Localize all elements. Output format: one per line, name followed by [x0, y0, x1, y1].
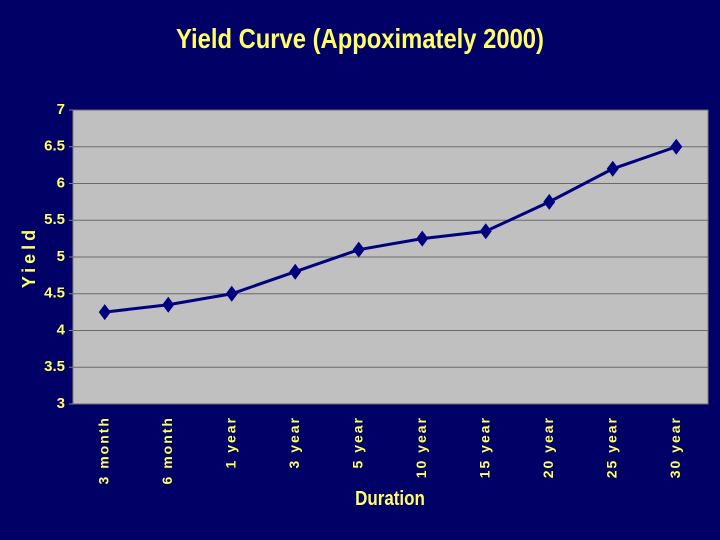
- point-marker: [225, 285, 238, 302]
- y-tick-label: 4: [57, 321, 66, 338]
- y-tick-label: 3: [57, 395, 65, 412]
- point-marker: [479, 223, 492, 240]
- series-line: [104, 145, 677, 314]
- y-tick-label: 4.5: [44, 285, 65, 302]
- x-tick-label: 15 year: [476, 416, 492, 478]
- point-marker: [98, 304, 111, 321]
- point-marker: [352, 241, 365, 258]
- y-tick-label: 5.5: [44, 211, 65, 228]
- y-tick-label: 6: [57, 174, 65, 191]
- point-marker: [416, 230, 429, 247]
- y-tick-label: 7: [57, 101, 65, 118]
- y-tick-label: 6.5: [44, 138, 65, 155]
- y-axis-title: Yield: [19, 226, 39, 288]
- x-tick-label: 25 year: [603, 416, 619, 478]
- y-tick-label: 5: [57, 248, 65, 265]
- plot-layer: 3 3.5 4 4.5 5 5.5 6 6.5 7 3 month 6 month 1 year 3 y…: [44, 101, 708, 484]
- point-marker: [670, 138, 683, 155]
- x-tick-label: 6 month: [159, 416, 175, 484]
- x-tick-label: 10 year: [413, 416, 429, 478]
- point-marker: [289, 263, 302, 280]
- x-axis-title: Duration: [355, 487, 425, 510]
- x-tick-label: 5 year: [349, 416, 365, 468]
- point-marker: [162, 296, 175, 313]
- x-tick-label: 30 year: [667, 416, 683, 478]
- x-tick-label: 3 month: [95, 416, 111, 484]
- x-tick-label: 20 year: [540, 416, 556, 478]
- point-marker: [606, 160, 619, 177]
- x-tick-label: 1 year: [222, 416, 238, 468]
- y-tick-label: 3.5: [44, 358, 65, 375]
- point-marker: [543, 193, 556, 210]
- x-tick-label: 3 year: [286, 416, 302, 468]
- chart-title: Yield Curve (Appoximately 2000): [176, 22, 544, 54]
